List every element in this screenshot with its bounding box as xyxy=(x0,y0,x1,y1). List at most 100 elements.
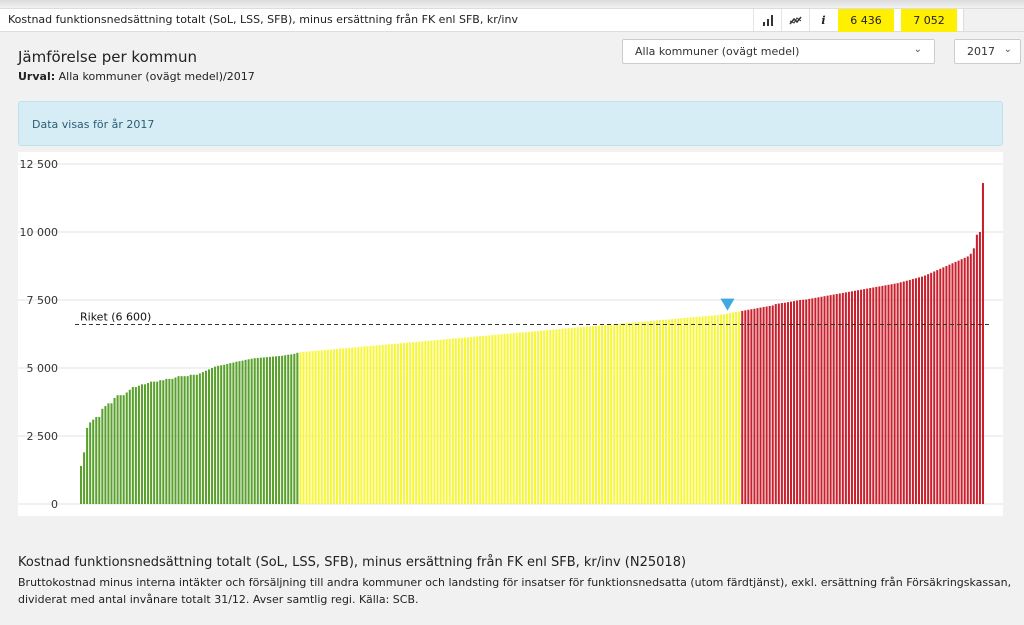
bar xyxy=(585,326,588,504)
bar xyxy=(430,340,433,504)
bar xyxy=(448,338,451,504)
bar xyxy=(546,330,549,504)
bar xyxy=(281,355,284,504)
bar xyxy=(866,288,869,504)
bar xyxy=(384,344,387,504)
value-badge-1: 6 436 xyxy=(838,9,894,32)
bar xyxy=(387,344,390,504)
bar xyxy=(402,342,406,504)
bar xyxy=(942,267,945,504)
bar xyxy=(326,349,329,504)
bar xyxy=(759,307,762,504)
bar xyxy=(680,318,683,504)
bar xyxy=(692,317,695,504)
bar xyxy=(293,353,296,504)
bar xyxy=(884,285,887,504)
bar xyxy=(92,419,95,504)
bar xyxy=(259,357,262,504)
bar xyxy=(820,296,823,504)
bar xyxy=(665,319,668,504)
bar xyxy=(722,314,725,504)
bar xyxy=(762,307,765,504)
bar xyxy=(503,334,506,504)
bar xyxy=(729,313,732,504)
bar xyxy=(552,329,555,504)
bar xyxy=(98,416,101,504)
bar xyxy=(875,286,878,504)
bar xyxy=(747,309,750,504)
bar xyxy=(911,279,914,504)
bar xyxy=(786,302,789,504)
year-select[interactable]: 2017 ⌄ xyxy=(954,39,1021,64)
bar xyxy=(235,361,238,504)
bar xyxy=(335,348,339,504)
bar xyxy=(847,291,850,504)
bar xyxy=(598,325,601,504)
bar xyxy=(905,280,908,504)
bar xyxy=(476,336,479,504)
bar xyxy=(802,299,805,504)
bar xyxy=(558,329,561,504)
trend-icon[interactable] xyxy=(781,9,809,31)
bar xyxy=(360,346,363,504)
bar xyxy=(381,344,384,504)
footer-title: Kostnad funktionsnedsättning totalt (SoL… xyxy=(18,555,687,570)
bar xyxy=(576,327,579,504)
selected-marker-icon xyxy=(720,298,735,311)
bar xyxy=(716,314,719,504)
bar xyxy=(793,301,796,504)
bar xyxy=(939,268,942,504)
bar xyxy=(339,348,342,504)
bar xyxy=(488,335,491,504)
bar xyxy=(610,324,613,504)
bar xyxy=(686,317,689,504)
bar xyxy=(180,376,183,504)
bar xyxy=(86,427,89,504)
bar xyxy=(278,356,281,504)
bar xyxy=(217,365,220,504)
municipality-select[interactable]: Alla kommuner (ovägt medel) ⌄ xyxy=(622,39,935,64)
bar xyxy=(265,357,268,504)
bar xyxy=(150,381,153,504)
bar xyxy=(924,275,927,504)
bar xyxy=(966,256,969,504)
bar xyxy=(814,297,817,504)
bar xyxy=(768,305,771,504)
value-badge-2: 7 052 xyxy=(901,9,957,32)
bar xyxy=(506,333,509,504)
bar xyxy=(543,330,546,504)
bar xyxy=(378,345,381,504)
bar xyxy=(917,277,921,504)
bar xyxy=(582,326,585,504)
header-end xyxy=(963,9,1024,31)
bar xyxy=(863,289,866,504)
bar xyxy=(634,322,637,504)
bar xyxy=(732,312,735,504)
bar xyxy=(201,372,204,504)
bar xyxy=(302,351,305,504)
bar xyxy=(354,347,357,504)
bar xyxy=(652,320,655,504)
bar xyxy=(738,311,741,504)
reference-line-label: Riket (6 600) xyxy=(80,310,151,323)
bar xyxy=(189,374,192,504)
bar-chart-icon[interactable] xyxy=(753,9,781,31)
chart-container: 0 2 500 5 000 7 500 10 000 12 500 Riket (6 600… xyxy=(18,152,1003,516)
bar xyxy=(796,300,799,504)
bar xyxy=(101,408,104,504)
bar xyxy=(296,352,299,504)
bar xyxy=(140,384,143,504)
bar xyxy=(177,376,180,504)
info-icon[interactable]: i xyxy=(809,9,837,31)
bar xyxy=(232,362,235,504)
bar xyxy=(649,320,652,504)
bar xyxy=(872,287,875,504)
bar xyxy=(677,318,680,504)
bar xyxy=(628,322,631,504)
bar xyxy=(89,422,92,504)
bar xyxy=(741,310,744,504)
bar xyxy=(195,374,198,504)
bar xyxy=(439,339,442,504)
bar xyxy=(485,335,488,504)
bar xyxy=(451,338,454,504)
